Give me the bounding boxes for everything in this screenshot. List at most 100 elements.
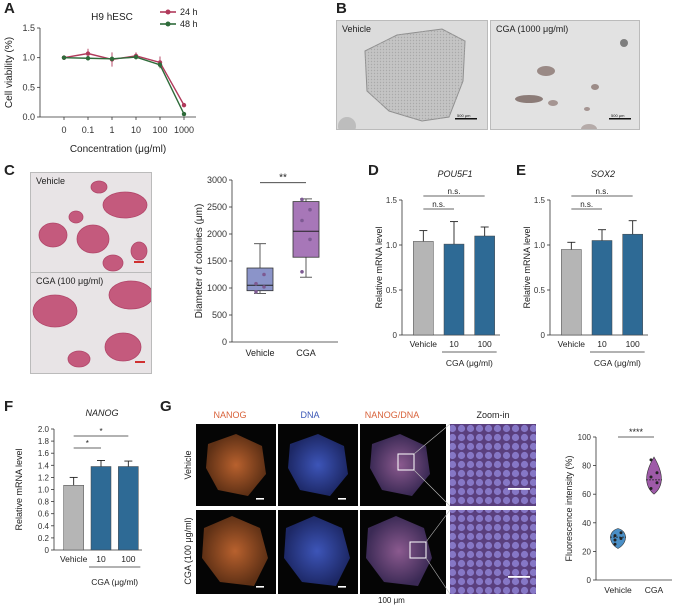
g-sig-label: **** xyxy=(629,427,644,437)
a-xtick-label-3: 10 xyxy=(131,125,141,135)
a-ytick-label-2: 1.0 xyxy=(22,53,35,63)
f-bar-0 xyxy=(63,485,84,551)
g-point-1-0 xyxy=(649,486,653,490)
d-bar-2 xyxy=(474,235,495,336)
c-ylabel: Diameter of colonies (μm) xyxy=(194,204,205,319)
panel-label-b: B xyxy=(336,0,347,17)
g-ytick-label-3: 60 xyxy=(582,490,591,499)
a-xtick-label-0: 0 xyxy=(61,125,66,135)
c-ytick-label-4: 2000 xyxy=(207,229,227,239)
micro-b-scale-1: 500 μm xyxy=(457,113,471,118)
c-point-1-3 xyxy=(308,207,312,212)
d-ytick-label-0: 0 xyxy=(393,331,398,340)
g-microscopy-grid xyxy=(196,424,536,595)
c-point-0-0 xyxy=(254,289,258,294)
c-point-0-1 xyxy=(262,285,266,289)
f-ylabel: Relative mRNA level xyxy=(14,448,24,530)
e-ylabel: Relative mRNA level xyxy=(522,226,532,308)
a-series-line-1 xyxy=(63,56,185,115)
a-legend-label-0: 24 h xyxy=(180,7,198,17)
a-point-0-1 xyxy=(85,51,91,56)
f-xtick-label-0: Vehicle xyxy=(60,554,88,564)
f-ytick-label-6: 1.2 xyxy=(38,473,50,482)
f-ytick-label-1: 0.2 xyxy=(38,534,50,543)
d-xtick-label-1: 10 xyxy=(449,339,459,349)
g-col-header-dna: DNA xyxy=(300,410,320,420)
d-title: POU5F1 xyxy=(437,169,472,179)
g-row-label-vehicle: Vehicle xyxy=(183,450,193,480)
c-point-0-2 xyxy=(254,281,258,286)
panel-label-a: A xyxy=(4,0,15,17)
a-point-1-2 xyxy=(109,56,115,62)
chart-f-bar-nanog: 0 0.2 0.4 0.6 0.8 1.0 1.2 1.4 1.6 1.8 2.0 Relative … xyxy=(14,408,142,587)
g-ytick-label-5: 100 xyxy=(578,433,592,442)
c-point-1-1 xyxy=(308,237,312,242)
chart-c-box-diameter: 0 500 1000 1500 2000 2500 3000 Diameter of colo… xyxy=(194,173,338,358)
d-xtick-label-2: 100 xyxy=(478,339,492,349)
f-ytick-label-8: 1.6 xyxy=(38,449,50,458)
c-xtick-label-0: Vehicle xyxy=(245,348,274,358)
d-bar-0 xyxy=(413,241,434,336)
g-scale-caption: 100 μm xyxy=(378,596,405,605)
a-point-0-5 xyxy=(181,102,187,108)
f-bar-1 xyxy=(90,466,112,551)
panel-label-d: D xyxy=(368,162,379,179)
a-xtick-label-2: 1 xyxy=(109,125,114,135)
g-col-header-zoom: Zoom-in xyxy=(476,410,510,420)
f-bar-2 xyxy=(118,466,139,551)
g-row-label-vehicle-wrap: Vehicle xyxy=(180,440,194,495)
a-point-1-1 xyxy=(85,56,91,61)
a-title: H9 hESC xyxy=(91,12,133,23)
g-ytick-label-1: 20 xyxy=(582,547,591,556)
g-point-1-4 xyxy=(649,458,653,462)
g-point-0-1 xyxy=(619,537,623,541)
f-ytick-label-3: 0.6 xyxy=(38,510,50,519)
c-point-1-4 xyxy=(300,197,304,202)
g-ylabel: Fluorescence intensity (%) xyxy=(564,455,574,561)
f-sig-label-1: * xyxy=(99,427,102,436)
a-ytick-label-0: 0.0 xyxy=(22,112,35,122)
c-ytick-label-5: 2500 xyxy=(207,202,227,212)
g-point-0-3 xyxy=(619,531,623,535)
e-bar-1 xyxy=(591,240,613,336)
micro-b-cga: CGA (1000 μg/ml) 500 μm xyxy=(490,20,640,130)
g-point-1-3 xyxy=(655,471,659,475)
g-col-header-merge: NANOG/DNA xyxy=(352,410,432,420)
e-bar-0 xyxy=(561,249,582,336)
f-group-label: CGA (μg/ml) xyxy=(91,577,138,587)
d-bar-1 xyxy=(443,243,465,336)
f-xtick-label-1: 10 xyxy=(96,554,106,564)
g-violin-1 xyxy=(646,456,662,495)
e-sig-label-1: n.s. xyxy=(596,187,609,196)
g-ytick-label-4: 80 xyxy=(582,462,591,471)
panel-label-e: E xyxy=(516,162,527,179)
e-sig-label-0: n.s. xyxy=(580,200,593,209)
a-ytick-label-1: 0.5 xyxy=(22,82,35,92)
chart-d-bar-pou5f1: 0 0.5 1.0 1.5 Relative mRNA level Vehicle 10 10… xyxy=(374,169,500,368)
micro-b-vehicle-label: Vehicle xyxy=(342,24,372,34)
a-legend-marker-1 xyxy=(165,21,171,27)
c-sig-label: ** xyxy=(279,173,287,184)
f-title: NANOG xyxy=(85,408,118,418)
micro-c-vehicle-label: Vehicle xyxy=(36,176,66,186)
a-point-1-0 xyxy=(61,55,67,60)
chart-g-violin-fluorescence: 0 20 40 60 80 100 Fluorescence intensity (%) Ve… xyxy=(564,427,672,595)
a-ytick-label-3: 1.5 xyxy=(22,23,35,33)
g-row-label-cga-wrap: CGA (100 μg/ml) xyxy=(180,512,194,592)
f-sig-label-0: * xyxy=(86,439,89,448)
g-col-header-merge-text: NANOG/DNA xyxy=(364,410,420,420)
micro-b-scale-2: 500 μm xyxy=(611,113,625,118)
c-box-0 xyxy=(246,267,274,292)
e-bar-2 xyxy=(622,233,643,336)
chart-e-bar-sox2: 0 0.5 1.0 1.5 Relative mRNA level Vehicle 10 10… xyxy=(522,169,648,368)
a-point-1-4 xyxy=(157,62,163,67)
f-xtick-label-2: 100 xyxy=(121,554,135,564)
f-ytick-label-5: 1.0 xyxy=(38,486,50,495)
g-ytick-label-2: 40 xyxy=(582,519,591,528)
panel-label-g: G xyxy=(160,398,172,415)
d-xtick-label-0: Vehicle xyxy=(410,339,438,349)
c-point-0-3 xyxy=(262,272,266,277)
a-point-1-3 xyxy=(133,54,139,60)
e-ytick-label-2: 1.0 xyxy=(534,241,546,250)
e-xtick-label-0: Vehicle xyxy=(558,339,586,349)
